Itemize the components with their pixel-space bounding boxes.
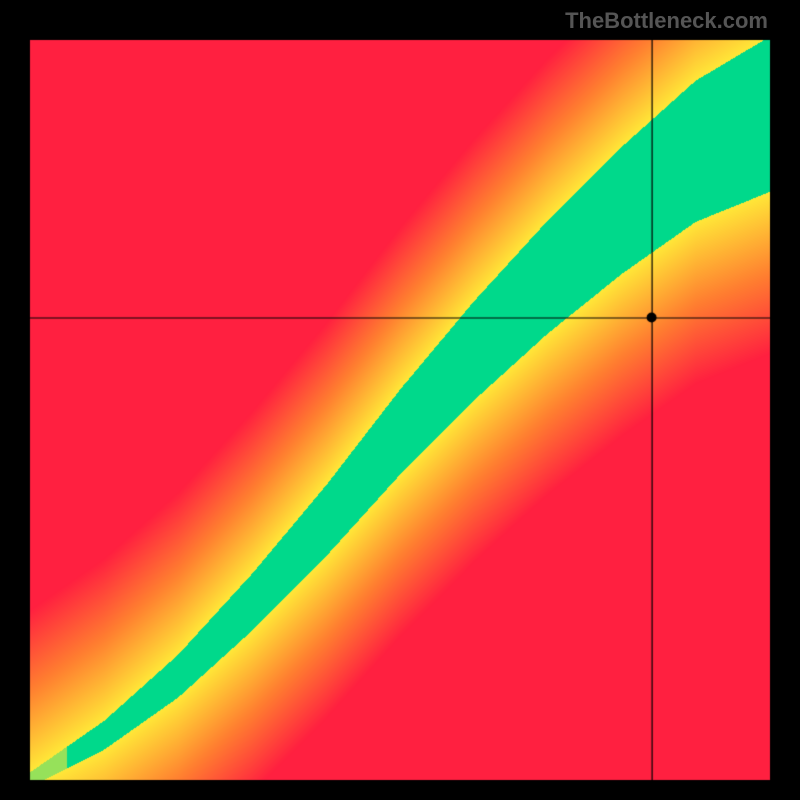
chart-container: { "watermark": { "text": "TheBottleneck.… [0, 0, 800, 800]
watermark-text: TheBottleneck.com [565, 8, 768, 34]
heatmap-canvas [0, 0, 800, 800]
